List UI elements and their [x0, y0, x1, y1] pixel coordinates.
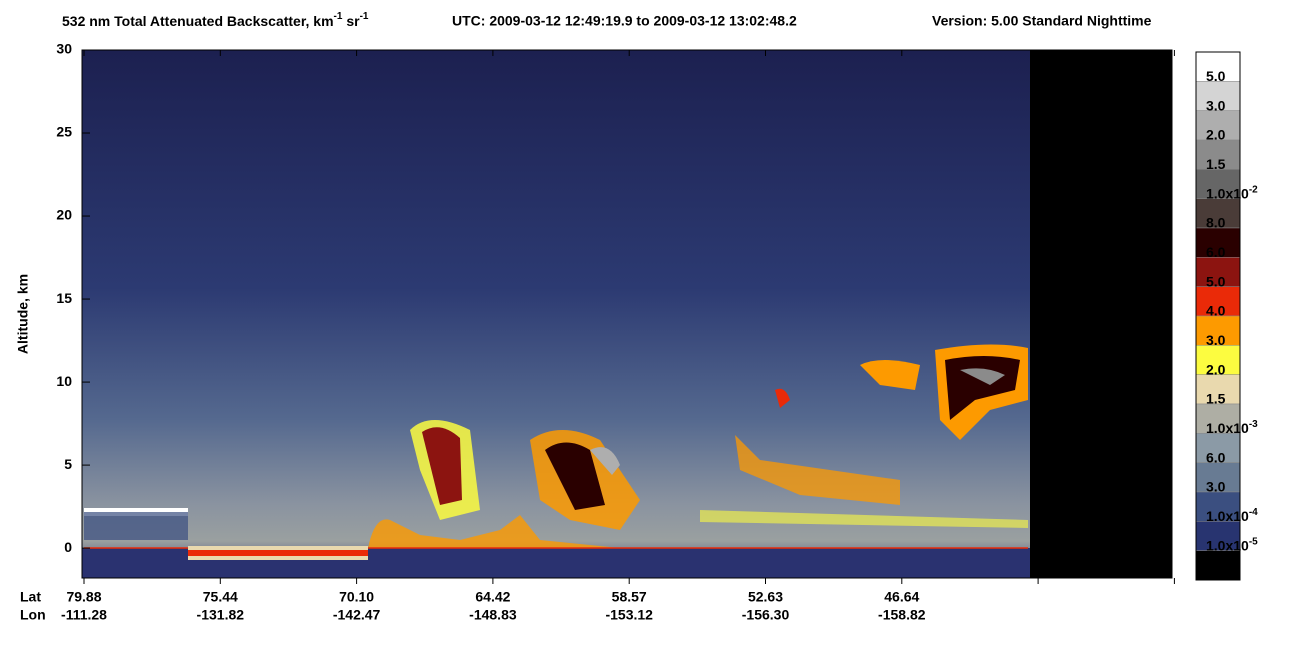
colorbar-label: 1.0x10-4	[1206, 507, 1258, 524]
x-tick-label: -111.28	[61, 607, 107, 623]
chart-title: 532 nm Total Attenuated Backscatter, km-…	[62, 11, 369, 29]
colorbar-label: 3.0	[1206, 97, 1226, 113]
colorbar-label: 1.5	[1206, 390, 1226, 406]
plot-frame	[81, 49, 1173, 579]
colorbar-label-text: 4.0	[1206, 302, 1226, 318]
colorbar-swatch	[1195, 403, 1241, 434]
x-tick-label: -158.82	[878, 607, 926, 623]
colorbar-label-exponent: -5	[1249, 536, 1258, 547]
colorbar-label-text: 5.0	[1206, 273, 1226, 289]
title-utc: UTC: 2009-03-12 12:49:19.9 to 2009-03-12…	[452, 13, 797, 29]
x-tick-label: -142.47	[333, 607, 381, 623]
colorbar-label-text: 6.0	[1206, 449, 1226, 465]
colorbar-swatch	[1195, 169, 1241, 199]
x-tick-label: -148.83	[469, 607, 517, 623]
colorbar-label-text: 2.0	[1206, 126, 1226, 142]
colorbar-label-text: 5.0	[1206, 68, 1226, 84]
colorbar-label-exponent: -2	[1249, 184, 1258, 195]
x-tick-label: 75.44	[203, 589, 238, 605]
colorbar-label-text: 1.5	[1206, 156, 1226, 172]
colorbar-label-text: 8.0	[1206, 214, 1226, 230]
y-axis-label: Altitude, km	[15, 274, 31, 354]
colorbar-label-text: 2.0	[1206, 361, 1226, 377]
y-tick-label: 15	[56, 290, 72, 306]
x-tick-label: 52.63	[748, 589, 783, 605]
colorbar-swatch	[1195, 462, 1241, 493]
y-tick-label: 10	[56, 373, 72, 389]
y-tick-label: 5	[64, 456, 72, 472]
colorbar-label: 6.0	[1206, 244, 1226, 260]
colorbar-label-text: 3.0	[1206, 97, 1226, 113]
colorbar-label: 1.0x10-5	[1206, 536, 1258, 553]
colorbar-label: 2.0	[1206, 361, 1226, 377]
colorbar-label: 5.0	[1206, 68, 1226, 84]
colorbar-label: 4.0	[1206, 302, 1226, 318]
colorbar-label: 8.0	[1206, 214, 1226, 230]
x-tick-label: 64.42	[475, 589, 510, 605]
x-tick-label: -153.12	[605, 607, 653, 623]
colorbar-label-text: 1.0x10	[1206, 185, 1249, 201]
colorbar-label-text: 1.5	[1206, 390, 1226, 406]
colorbar-swatch	[1195, 110, 1241, 141]
colorbar-frame	[1195, 51, 1241, 581]
colorbar-label: 1.0x10-2	[1206, 184, 1258, 201]
colorbar-label-text: 1.0x10	[1206, 537, 1249, 553]
colorbar-label: 6.0	[1206, 449, 1226, 465]
colorbar-label: 2.0	[1206, 126, 1226, 142]
colorbar-label-text: 1.0x10	[1206, 420, 1249, 436]
colorbar-label-exponent: -4	[1249, 507, 1258, 518]
x-tick-label: 46.64	[884, 589, 919, 605]
y-tick-label: 25	[56, 124, 72, 140]
colorbar-label-text: 3.0	[1206, 332, 1226, 348]
x-row-label: Lat	[20, 589, 41, 605]
colorbar-label: 1.5	[1206, 156, 1226, 172]
colorbar-label: 1.0x10-3	[1206, 419, 1258, 436]
colorbar-label-text: 1.0x10	[1206, 508, 1249, 524]
colorbar-swatch	[1195, 550, 1241, 581]
x-tick-label: -131.82	[197, 607, 245, 623]
colorbar-label: 3.0	[1206, 332, 1226, 348]
title-version: Version: 5.00 Standard Nighttime	[932, 13, 1152, 29]
colorbar-label-text: 6.0	[1206, 244, 1226, 260]
colorbar-swatch	[1195, 286, 1241, 317]
colorbar-swatch	[1195, 139, 1241, 170]
plot-image	[82, 50, 1172, 578]
x-row-label: Lon	[20, 607, 46, 623]
y-tick-label: 30	[56, 41, 72, 57]
y-tick-label: 0	[64, 539, 72, 555]
colorbar-label: 3.0	[1206, 478, 1226, 494]
x-tick-label: 79.88	[66, 589, 101, 605]
colorbar-label-exponent: -3	[1249, 419, 1258, 430]
x-tick-label: 58.57	[612, 589, 647, 605]
y-tick-label: 20	[56, 207, 72, 223]
x-tick-label: -156.30	[742, 607, 790, 623]
colorbar-swatch	[1195, 81, 1241, 111]
colorbar-label: 5.0	[1206, 273, 1226, 289]
colorbar-swatch	[1195, 198, 1241, 229]
x-tick-label: 70.10	[339, 589, 374, 605]
colorbar-label-text: 3.0	[1206, 478, 1226, 494]
